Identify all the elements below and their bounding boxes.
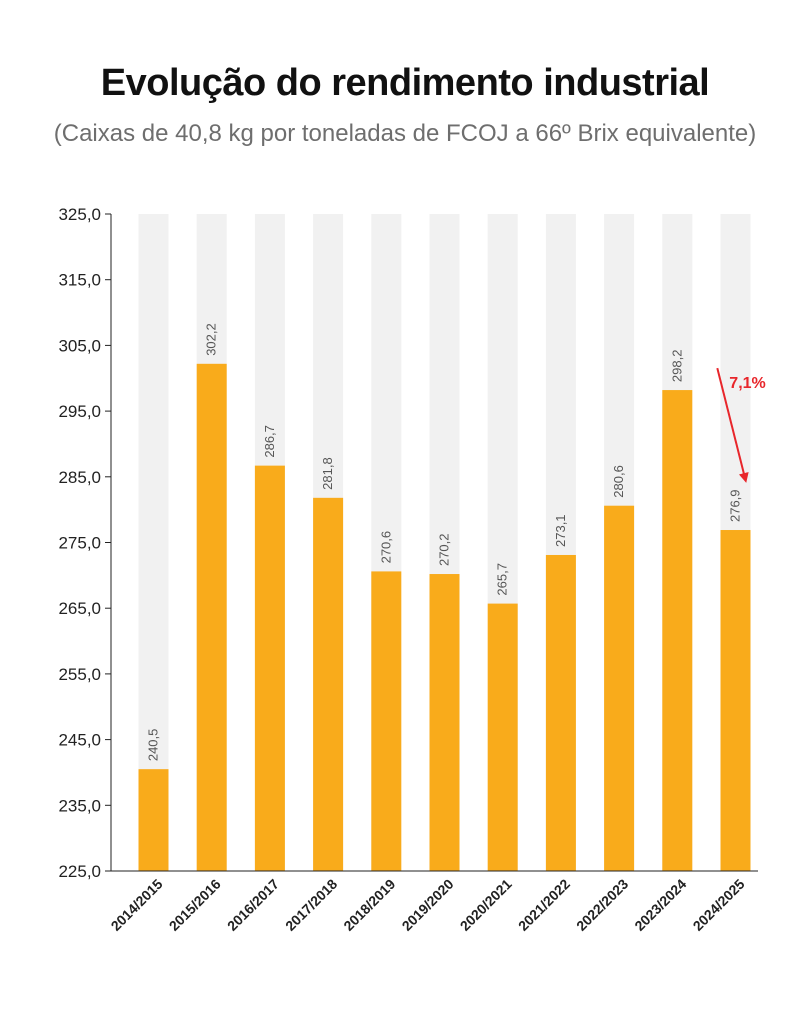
bar: [604, 505, 635, 871]
data-label: 281,8: [320, 457, 335, 490]
data-label: 270,6: [378, 531, 393, 564]
y-axis: 225,0 235,0 245,0 255,0 265,0 275,0 285,0 295,0…: [58, 205, 112, 881]
y-tick-label: 255,0: [58, 665, 101, 684]
annotation-label: 7,1%: [729, 375, 765, 392]
data-label: 273,1: [553, 514, 568, 547]
y-tick-label: 275,0: [58, 534, 101, 553]
y-tick-label: 225,0: [58, 862, 101, 881]
x-tick-label: 2023/2024: [631, 876, 689, 934]
data-label: 286,7: [262, 425, 277, 458]
x-tick-label: 2021/2022: [515, 876, 573, 934]
x-tick-label: 2018/2019: [340, 876, 398, 934]
bar: [254, 465, 285, 871]
bar: [545, 554, 576, 871]
x-tick-label: 2020/2021: [457, 876, 515, 934]
y-tick-label: 265,0: [58, 599, 101, 618]
data-label: 265,7: [495, 563, 510, 596]
change-annotation: 7,1%: [716, 367, 766, 483]
bar: [196, 363, 227, 871]
x-tick-label: 2014/2015: [108, 876, 166, 934]
data-label: 276,9: [728, 489, 743, 522]
x-tick-label: 2016/2017: [224, 876, 282, 934]
y-tick-label: 315,0: [58, 271, 101, 290]
chart-subtitle: (Caixas de 40,8 kg por toneladas de FCOJ…: [53, 120, 757, 147]
bar: [662, 390, 693, 871]
data-labels: 240,5 302,2 286,7 281,8 270,6 270,2 265,7 273,1…: [146, 323, 743, 761]
x-tick-label: 2019/2020: [399, 876, 457, 934]
x-tick-label: 2017/2018: [282, 876, 340, 934]
x-axis-labels: 2014/2015 2015/2016 2016/2017 2017/2018 2018…: [108, 876, 748, 934]
chart-title: Evolução do rendimento industrial: [100, 62, 710, 104]
x-tick-label: 2015/2016: [166, 876, 224, 934]
y-tick-label: 305,0: [58, 336, 101, 355]
y-tick-label: 245,0: [58, 731, 101, 750]
bar: [138, 769, 169, 871]
data-label: 302,2: [204, 323, 219, 356]
bar-track: [138, 214, 169, 871]
y-tick-label: 295,0: [58, 402, 101, 421]
y-tick-label: 235,0: [58, 796, 101, 815]
data-label: 270,2: [437, 533, 452, 566]
x-tick-label: 2022/2023: [573, 876, 631, 934]
bar: [371, 571, 402, 871]
bar: [429, 574, 460, 871]
y-tick-label: 285,0: [58, 468, 101, 487]
bar: [487, 603, 518, 871]
data-label: 298,2: [669, 350, 684, 383]
data-label: 280,6: [611, 465, 626, 498]
bar: [313, 497, 344, 871]
bars: [138, 363, 751, 871]
y-tick-label: 325,0: [58, 205, 101, 224]
data-label: 240,5: [146, 729, 161, 762]
annotation-arrow: [716, 367, 749, 483]
bar: [720, 530, 751, 871]
x-tick-label: 2024/2025: [690, 876, 748, 934]
